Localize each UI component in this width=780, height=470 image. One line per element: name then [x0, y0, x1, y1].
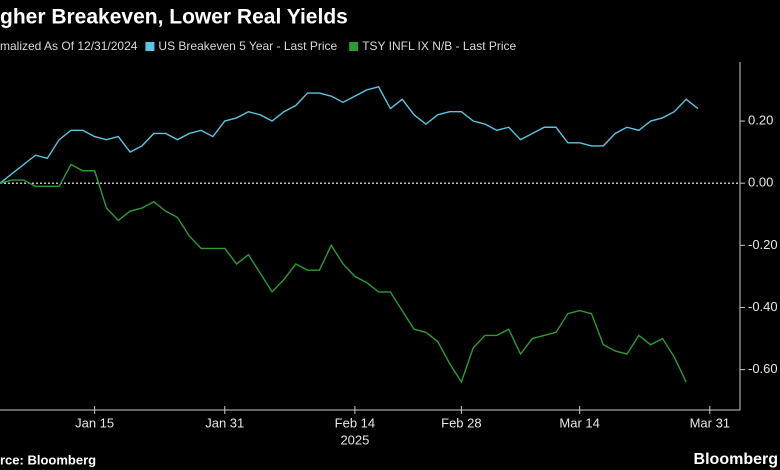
legend-swatch	[145, 42, 155, 51]
legend-swatch	[349, 42, 359, 51]
series-line	[0, 86, 699, 184]
y-tick-label: -0.20	[748, 237, 778, 252]
x-tick-label: Feb 14	[335, 415, 375, 430]
x-axis-label: 2025	[340, 432, 369, 447]
x-tick-label: Feb 28	[441, 415, 481, 430]
source: rce: Bloomberg	[0, 452, 96, 467]
subtitle: malized As Of 12/31/2024	[0, 39, 138, 53]
y-tick-label: -0.40	[748, 299, 778, 314]
y-tick-label: 0.20	[748, 112, 773, 127]
x-tick-label: Jan 31	[205, 415, 244, 430]
brand: Bloomberg	[694, 451, 778, 468]
series-line	[0, 163, 687, 384]
x-tick-label: Mar 31	[690, 415, 730, 430]
chart-title: gher Breakeven, Lower Real Yields	[0, 6, 348, 29]
x-tick-label: Mar 14	[559, 415, 599, 430]
y-tick-label: -0.60	[748, 361, 778, 376]
y-tick-label: 0.00	[748, 175, 773, 190]
x-tick-label: Jan 15	[75, 415, 114, 430]
legend-label: US Breakeven 5 Year - Last Price	[158, 39, 337, 53]
legend-label: TSY INFL IX N/B - Last Price	[362, 39, 516, 53]
